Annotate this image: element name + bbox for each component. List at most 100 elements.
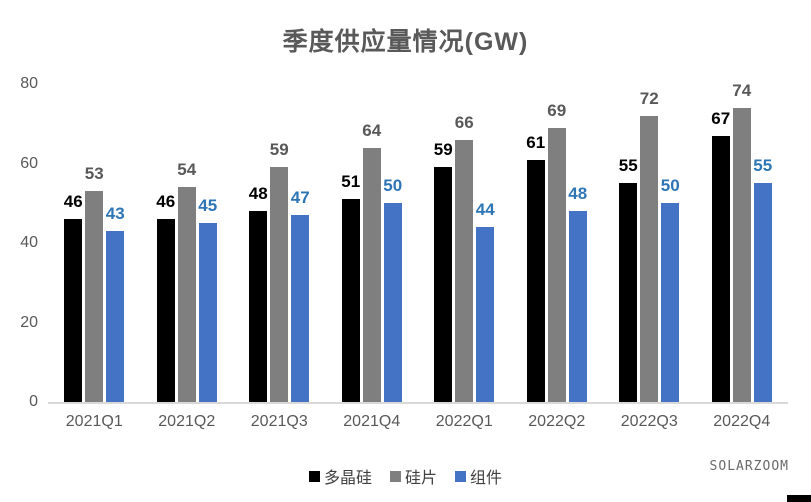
bar xyxy=(547,127,566,402)
x-tick-label: 2022Q2 xyxy=(528,413,586,430)
bar-cell: 55 xyxy=(753,156,773,402)
bar-group: 48 59 47 xyxy=(233,84,326,402)
bar-cell: 45 xyxy=(198,196,218,402)
watermark-text: SOLARZOOM xyxy=(709,459,789,474)
bar-cell: 53 xyxy=(84,164,104,402)
bar xyxy=(455,139,474,402)
bar-value-label: 51 xyxy=(341,172,361,192)
legend-label: 多晶硅 xyxy=(323,470,372,487)
x-axis-labels: 2021Q1 2021Q2 2021Q3 2021Q4 2022Q1 2022Q2 2022… xyxy=(48,413,788,431)
bar xyxy=(156,219,175,402)
bar xyxy=(661,203,680,402)
x-tick-label: 2022Q1 xyxy=(435,413,493,430)
y-tick-label: 40 xyxy=(20,234,38,251)
bar-group: 46 53 43 xyxy=(48,84,141,402)
bar xyxy=(383,203,402,402)
bar-value-label: 69 xyxy=(547,100,567,120)
bar-value-label: 47 xyxy=(290,188,310,208)
bar xyxy=(434,167,453,402)
x-tick-label: 2022Q3 xyxy=(620,413,678,430)
bar xyxy=(619,183,638,402)
bar-value-label: 44 xyxy=(475,200,495,220)
bar-value-label: 59 xyxy=(269,140,289,160)
bar-value-label: 48 xyxy=(568,184,588,204)
bar xyxy=(270,167,289,402)
bar-cell: 61 xyxy=(526,132,546,402)
bar-value-label: 46 xyxy=(156,192,176,212)
y-tick-label: 80 xyxy=(20,75,38,92)
bar xyxy=(64,219,83,402)
bar xyxy=(568,211,587,402)
legend-label: 硅片 xyxy=(404,470,437,487)
bar-groups: 46 53 43 46 54 45 48 59 47 51 64 50 59 66 44 61 69 48 55 72… xyxy=(48,80,789,402)
bar-group: 59 66 44 xyxy=(418,84,511,402)
bar-value-label: 72 xyxy=(639,88,659,108)
bar xyxy=(711,135,730,402)
bar-value-label: 61 xyxy=(526,132,546,152)
bar xyxy=(291,215,310,402)
bar-value-label: 48 xyxy=(248,184,268,204)
bar xyxy=(249,211,268,402)
legend-item: 多晶硅 xyxy=(308,464,372,488)
bar-cell: 47 xyxy=(290,188,310,402)
bar-group: 55 72 50 xyxy=(603,84,696,402)
bar-cell: 64 xyxy=(362,122,381,402)
bar-value-label: 55 xyxy=(618,156,638,176)
bar xyxy=(177,187,196,402)
bar xyxy=(198,223,217,402)
bar-cell: 43 xyxy=(105,204,125,402)
bar xyxy=(106,231,125,402)
bar-cell: 51 xyxy=(341,172,361,402)
bar-group: 61 69 48 xyxy=(511,84,604,402)
bar xyxy=(640,115,659,402)
bar-value-label: 45 xyxy=(198,196,218,216)
bar-cell: 59 xyxy=(433,140,453,402)
bar-cell: 74 xyxy=(732,80,752,402)
bar-cell: 44 xyxy=(475,200,495,402)
bar xyxy=(753,183,772,402)
y-tick-label: 60 xyxy=(20,154,38,172)
legend-label: 组件 xyxy=(470,470,503,487)
bar-cell: 59 xyxy=(269,140,289,402)
legend: 多晶硅 硅片 组件 xyxy=(0,464,811,488)
bar-value-label: 66 xyxy=(454,112,474,132)
bar-group: 51 64 50 xyxy=(326,84,419,402)
bar-cell: 54 xyxy=(177,160,197,402)
bar-cell: 67 xyxy=(711,108,731,402)
bar-cell: 50 xyxy=(383,176,403,402)
bar-cell: 50 xyxy=(661,177,680,402)
legend-item: 硅片 xyxy=(389,464,437,488)
bar-cell: 48 xyxy=(248,184,268,402)
bar-cell: 48 xyxy=(568,184,588,402)
bar-value-label: 67 xyxy=(711,108,731,128)
bar-value-label: 54 xyxy=(177,160,197,180)
bar-value-label: 53 xyxy=(84,164,104,184)
x-tick-label: 2022Q4 xyxy=(713,413,771,430)
bar-cell: 46 xyxy=(64,193,83,402)
x-tick-label: 2021Q2 xyxy=(158,413,216,430)
bar-group: 67 74 55 xyxy=(696,80,789,402)
y-axis: 0 20 40 60 80 xyxy=(0,0,40,502)
bar xyxy=(85,191,104,402)
bar-value-label: 43 xyxy=(105,204,125,224)
bar-value-label: 55 xyxy=(753,156,773,176)
legend-swatch-icon xyxy=(389,470,401,482)
legend-swatch-icon xyxy=(308,470,320,482)
bar xyxy=(476,227,495,402)
legend-item: 组件 xyxy=(455,464,502,488)
x-tick-label: 2021Q4 xyxy=(343,413,401,430)
bar-value-label: 50 xyxy=(383,176,403,196)
bar xyxy=(341,199,360,402)
bar-cell: 72 xyxy=(639,88,659,402)
x-tick-label: 2021Q3 xyxy=(250,413,308,430)
bar-group: 46 54 45 xyxy=(141,84,234,402)
y-tick-label: 0 xyxy=(29,393,38,410)
bar-cell: 66 xyxy=(454,112,474,402)
chart-title: 季度供应量情况(GW) xyxy=(282,28,529,56)
bar-cell: 55 xyxy=(618,156,638,402)
bar-value-label: 74 xyxy=(732,80,752,100)
bar-value-label: 59 xyxy=(433,140,453,160)
legend-swatch-icon xyxy=(455,470,466,482)
x-axis-line xyxy=(48,402,788,404)
